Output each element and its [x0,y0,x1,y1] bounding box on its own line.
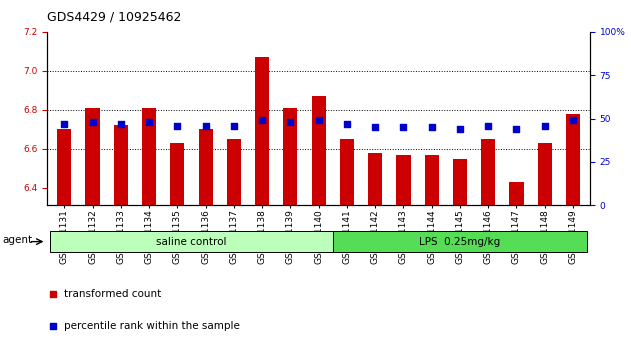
Point [540,123,550,129]
Point [144,119,154,125]
Bar [255,57,269,205]
Point [483,123,493,129]
Point [568,118,578,123]
Point [115,121,126,127]
Point [314,118,324,123]
Bar [142,108,156,205]
Bar [340,139,354,205]
Bar [566,114,580,205]
Text: percentile rank within the sample: percentile rank within the sample [64,321,240,331]
Bar [283,108,297,205]
Point [48,323,58,329]
Bar [481,139,495,205]
Bar [170,143,184,205]
Point [455,126,465,132]
Text: transformed count: transformed count [64,289,161,299]
Bar [538,143,552,205]
FancyBboxPatch shape [50,231,333,252]
Bar [85,108,100,205]
Bar [227,139,241,205]
Point [398,124,408,130]
Point [257,118,267,123]
Point [88,119,98,125]
Text: GDS4429 / 10925462: GDS4429 / 10925462 [47,11,182,24]
FancyBboxPatch shape [333,231,587,252]
Point [342,121,352,127]
Bar [453,159,467,205]
Point [427,124,437,130]
Point [172,123,182,129]
Point [285,119,295,125]
Point [201,123,211,129]
Bar [312,96,326,205]
Point [512,126,522,132]
Bar [368,153,382,205]
Bar [57,129,71,205]
Text: agent: agent [3,235,32,245]
Point [370,124,380,130]
Bar [114,125,128,205]
Bar [425,155,439,205]
Bar [396,155,411,205]
Point [229,123,239,129]
Bar [199,129,213,205]
Point [48,291,58,297]
Text: saline control: saline control [156,236,227,247]
Point [59,121,69,127]
Bar [509,182,524,205]
Text: LPS  0.25mg/kg: LPS 0.25mg/kg [420,236,500,247]
